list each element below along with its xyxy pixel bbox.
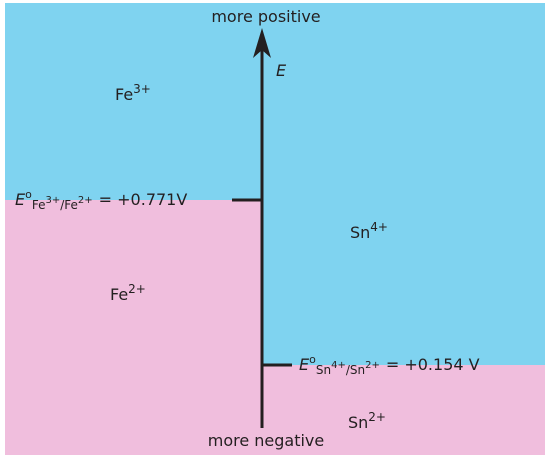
potential-degree: o [309, 353, 316, 366]
potential-sub: /Fe [60, 198, 78, 212]
oxidized-region-sn [262, 3, 545, 365]
potential-label: EoSn4+/Sn2+ = +0.154 V [299, 353, 480, 377]
species-base: Fe [110, 285, 128, 304]
potential-sub: Sn [316, 363, 331, 377]
potential-symbol: E [299, 355, 310, 374]
species-charge: 2+ [368, 410, 386, 424]
bottom-label: more negative [208, 431, 325, 450]
reduced-region-sn [262, 365, 545, 455]
oxidized-region-fe [5, 3, 262, 200]
species-label: Fe2+ [110, 282, 146, 304]
species-charge: 4+ [370, 220, 388, 234]
axis-label: E [276, 61, 287, 80]
potential-value: = +0.154 V [386, 355, 480, 374]
potential-sub: /Sn [346, 363, 365, 377]
potential-symbol: E [15, 190, 26, 209]
species-base: Sn [348, 413, 368, 432]
species-label: Fe3+ [115, 82, 151, 104]
reduced-region-fe [5, 200, 262, 455]
potential-sup: 4+ [331, 360, 346, 371]
potential-value: = +0.771V [99, 190, 188, 209]
species-charge: 3+ [133, 82, 151, 96]
potential-sup: 2+ [365, 360, 380, 371]
potential-degree: o [25, 188, 32, 201]
potential-label: EoFe3+/Fe2+ = +0.771V [15, 188, 187, 212]
species-base: Fe [115, 85, 133, 104]
potential-sub: Fe [32, 198, 46, 212]
axis-arrowhead [253, 28, 271, 58]
potential-sup: 2+ [78, 195, 93, 206]
species-charge: 2+ [128, 282, 146, 296]
species-base: Sn [350, 223, 370, 242]
species-label: Sn4+ [350, 220, 388, 242]
top-label: more positive [211, 7, 320, 26]
potential-sup: 3+ [45, 195, 60, 206]
species-label: Sn2+ [348, 410, 386, 432]
